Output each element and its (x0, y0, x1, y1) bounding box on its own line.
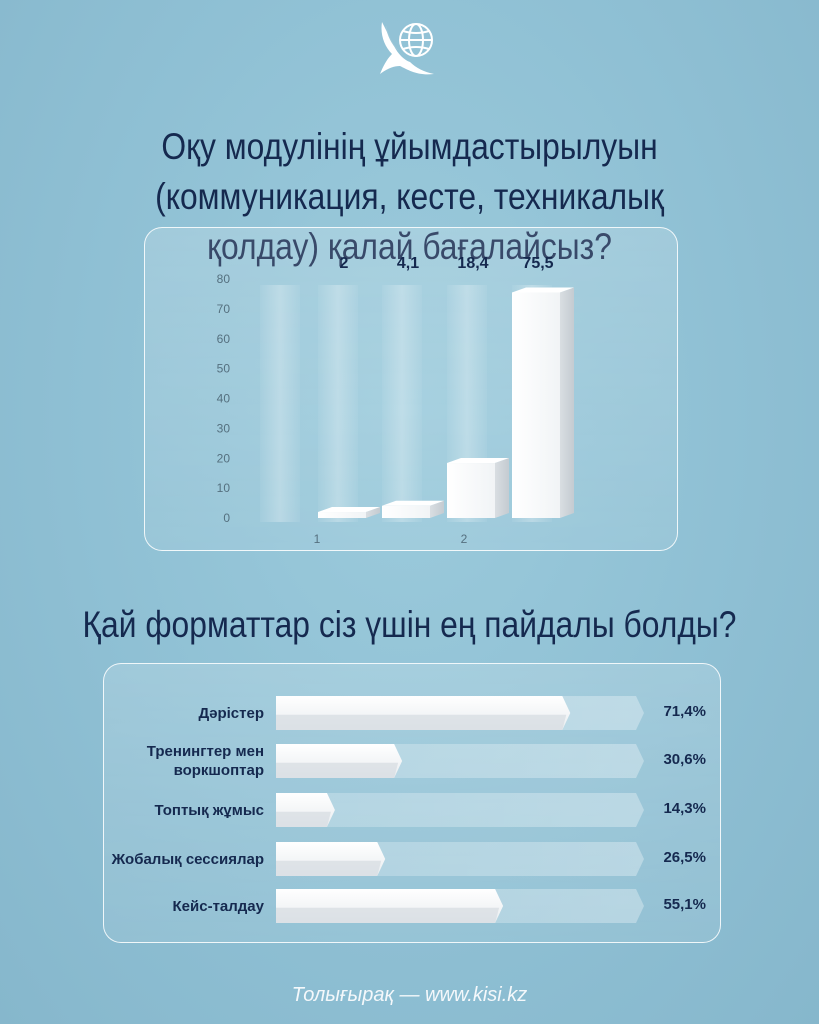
value-label: 30,6% (663, 751, 706, 768)
ghost-column (260, 285, 300, 522)
bar (447, 458, 509, 518)
x-tick-label: 2 (461, 532, 468, 546)
ghost-column (382, 285, 422, 522)
y-tick-label: 40 (217, 392, 231, 406)
value-label: 71,4% (663, 703, 706, 720)
bar (382, 500, 444, 518)
y-tick-label: 70 (217, 302, 231, 316)
ghost-column (318, 285, 358, 522)
category-label: Топтық жұмыс (154, 801, 265, 819)
bar (512, 287, 574, 518)
y-tick-label: 20 (217, 451, 231, 465)
y-tick-label: 50 (217, 362, 231, 376)
y-tick-label: 10 (217, 481, 231, 495)
chart2-title: Қай форматтар сіз үшін ең пайдалы болды? (82, 604, 737, 645)
bar-value-label: 2 (340, 255, 349, 272)
bar-value-label: 18,4 (457, 255, 488, 272)
footer-link[interactable]: Толығырақ — www.kisi.kz (291, 984, 528, 1006)
chart1-title: Оқу модулінің ұйымдастырылуын (коммуника… (155, 126, 664, 267)
category-label: Дәрістер (198, 704, 264, 722)
y-tick-label: 80 (217, 272, 231, 286)
bar (318, 507, 380, 518)
bar-value-label: 75,5 (522, 255, 553, 272)
x-tick-label: 1 (314, 532, 321, 546)
category-label: Тренингтер мен воркшоптар (146, 743, 264, 779)
logo-eagle-globe-icon (380, 22, 434, 75)
category-label: Жобалық сессиялар (111, 850, 264, 868)
vertical-bar-chart: 0 10 20 30 40 50 60 70 80 2 4,1 18,4 75,5 1 2 (217, 255, 574, 546)
y-tick-label: 30 (217, 421, 231, 435)
y-tick-label: 0 (223, 511, 230, 525)
y-tick-label: 60 (217, 332, 231, 346)
value-label: 55,1% (663, 896, 706, 913)
value-label: 14,3% (663, 800, 706, 817)
bar-value-label: 4,1 (397, 255, 419, 272)
value-label: 26,5% (663, 849, 706, 866)
category-label: Кейс-талдау (172, 897, 264, 915)
